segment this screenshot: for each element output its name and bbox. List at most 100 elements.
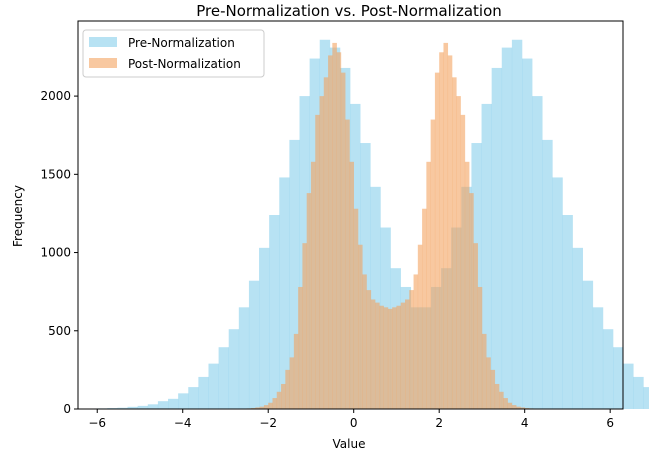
bar-post-normalization-41: [417, 244, 423, 409]
bar-post-normalization-32: [379, 305, 384, 409]
legend-label-post-normalization: Post-Normalization: [128, 57, 241, 71]
x-axis-label: Value: [333, 437, 366, 451]
legend-label-pre-normalization: Pre-Normalization: [128, 36, 235, 50]
bar-post-normalization-25: [349, 161, 354, 409]
bar-post-normalization-57: [486, 357, 491, 409]
plot-frame: [77, 20, 624, 410]
bar-pre-normalization-50: [602, 329, 614, 409]
bar-post-normalization-15: [306, 193, 312, 409]
bar-pre-normalization-4: [137, 405, 149, 409]
bar-post-normalization-8: [276, 391, 282, 409]
bar-post-normalization-54: [473, 243, 478, 409]
bar-pre-normalization-14: [238, 307, 250, 409]
bar-pre-normalization-47: [572, 247, 583, 409]
bar-post-normalization-52: [464, 161, 470, 409]
legend-swatch-pre-normalization: [89, 37, 117, 47]
bar-post-normalization-60: [499, 391, 504, 409]
bar-pre-normalization-52: [623, 363, 634, 409]
bar-post-normalization-12: [293, 333, 299, 409]
bar-pre-normalization-19: [289, 139, 300, 409]
bar-pre-normalization-13: [228, 329, 240, 409]
bar-post-normalization-42: [422, 208, 427, 409]
bar-post-normalization-45: [434, 72, 440, 409]
x-tick-label: −2: [259, 416, 277, 430]
bar-post-normalization-23: [340, 72, 346, 409]
bar-post-normalization-35: [392, 307, 397, 409]
bar-pre-normalization-45: [552, 177, 563, 409]
bar-pre-normalization-2: [117, 407, 128, 409]
bar-post-normalization-38: [405, 299, 410, 409]
bar-pre-normalization-40: [501, 47, 513, 409]
bar-post-normalization-22: [336, 52, 342, 409]
bar-post-normalization-63: [511, 405, 517, 409]
y-axis: 0 500 1000 1500 2000: [40, 89, 78, 416]
bar-post-normalization-55: [477, 286, 483, 409]
legend-swatch-post-normalization: [89, 58, 117, 68]
bar-pre-normalization-39: [491, 67, 503, 409]
bar-post-normalization-46: [439, 52, 444, 409]
y-tick-label: 1000: [40, 246, 71, 260]
bar-post-normalization-29: [366, 290, 372, 409]
bar-post-normalization-16: [310, 161, 316, 409]
bar-post-normalization-26: [353, 208, 359, 409]
bar-post-normalization-20: [328, 55, 333, 410]
bar-pre-normalization-49: [592, 307, 604, 409]
bar-post-normalization-56: [481, 333, 487, 409]
bar-post-normalization-65: [520, 407, 525, 409]
bar-post-normalization-7: [272, 398, 278, 409]
bar-pre-normalization-9: [188, 387, 199, 409]
bar-pre-normalization-18: [279, 177, 290, 409]
y-axis-label: Frequency: [11, 185, 25, 247]
bar-post-normalization-59: [494, 383, 500, 409]
x-axis: −6 −4 −2 0 2 4 6: [88, 409, 614, 430]
x-tick-label: 6: [606, 416, 614, 430]
y-tick-label: 1500: [40, 167, 71, 181]
bar-post-normalization-34: [387, 308, 393, 409]
bar-post-normalization-51: [460, 114, 466, 410]
bar-pre-normalization-48: [582, 280, 594, 409]
bar-pre-normalization-54: [643, 387, 649, 409]
y-tick-label: 500: [48, 324, 71, 338]
bar-pre-normalization-51: [613, 347, 624, 409]
bar-post-normalization-19: [323, 77, 329, 409]
bar-pre-normalization-16: [259, 247, 270, 409]
legend: Pre-Normalization Post-Normalization: [82, 29, 265, 78]
bar-pre-normalization-12: [218, 347, 230, 409]
bar-pre-normalization-46: [562, 215, 573, 409]
bar-post-normalization-9: [281, 383, 286, 409]
bar-pre-normalization-10: [198, 376, 209, 409]
y-tick-label: 2000: [40, 89, 71, 103]
bar-pre-normalization-7: [168, 398, 179, 409]
bar-post-normalization-21: [332, 42, 337, 410]
x-tick-label: 0: [350, 416, 358, 430]
x-tick-label: 2: [435, 416, 443, 430]
bar-post-normalization-44: [430, 119, 436, 409]
bar-post-normalization-50: [456, 96, 461, 409]
legend-box: [82, 29, 265, 78]
chart-title: Pre-Normalization vs. Post-Normalization: [196, 2, 502, 20]
bar-pre-normalization-53: [633, 376, 644, 409]
bars-layer: [97, 39, 649, 410]
bar-post-normalization-18: [319, 96, 325, 409]
bar-post-normalization-31: [375, 302, 380, 409]
bar-post-normalization-40: [413, 274, 419, 409]
bar-pre-normalization-41: [511, 39, 523, 410]
bar-pre-normalization-42: [522, 58, 533, 410]
bar-post-normalization-3: [255, 407, 260, 409]
bar-post-normalization-28: [362, 274, 367, 409]
bar-post-normalization-27: [357, 244, 363, 409]
bar-pre-normalization-44: [542, 139, 553, 409]
bar-post-normalization-6: [268, 402, 273, 409]
bar-post-normalization-17: [315, 114, 320, 410]
bar-pre-normalization-38: [481, 103, 492, 410]
bar-post-normalization-53: [469, 193, 474, 409]
bar-post-normalization-24: [345, 119, 350, 409]
bar-pre-normalization-6: [157, 401, 169, 409]
bar-pre-normalization-27: [370, 186, 381, 409]
bar-post-normalization-62: [507, 402, 513, 409]
bar-post-normalization-37: [400, 302, 406, 409]
bar-pre-normalization-11: [208, 363, 219, 409]
bar-post-normalization-48: [447, 55, 453, 410]
